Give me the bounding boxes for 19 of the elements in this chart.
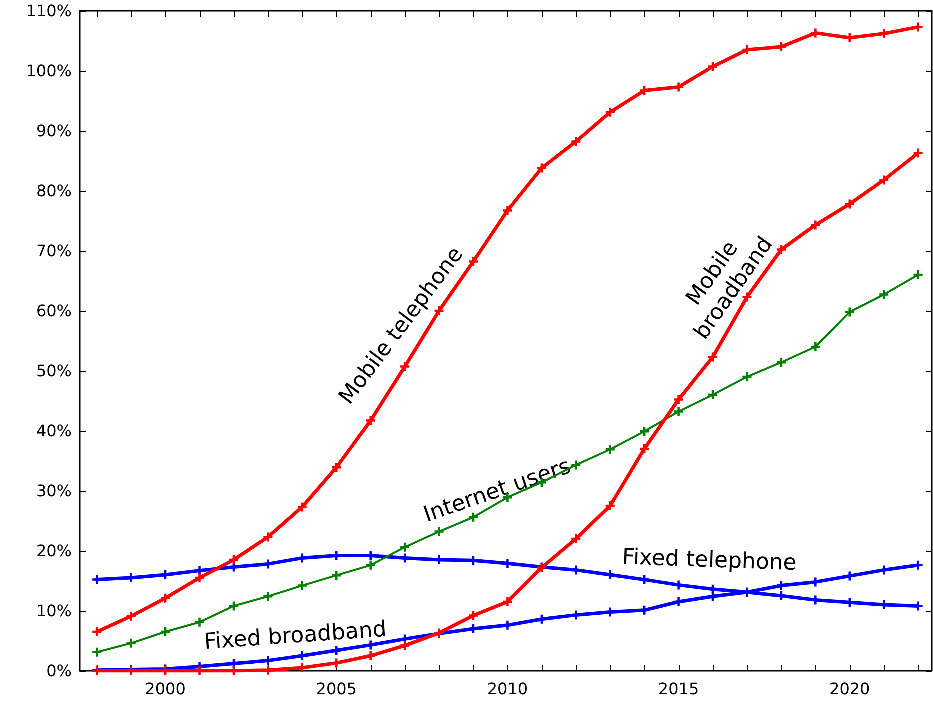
y-tick-label: 100% [26,62,72,80]
x-tick-label: 2020 [830,680,870,698]
y-tick-label: 0% [46,662,72,680]
y-tick-label: 90% [36,122,72,140]
series-label: Fixed broadband [204,617,388,656]
y-tick-label: 60% [36,302,72,320]
x-tick-label: 2010 [487,680,528,698]
y-tick-label: 10% [36,602,72,620]
x-tick-label: 2005 [316,680,357,698]
y-tick-label: 70% [36,242,72,260]
x-tick-label: 2000 [145,680,186,698]
y-tick-label: 110% [26,2,72,20]
y-tick-label: 20% [36,542,72,560]
y-tick-label: 30% [36,482,72,500]
y-tick-label: 40% [36,422,72,440]
y-tick-label: 80% [36,182,72,200]
x-tick-label: 2015 [658,680,700,698]
y-tick-label: 50% [36,362,72,380]
series-label: Fixed telephone [622,545,798,576]
